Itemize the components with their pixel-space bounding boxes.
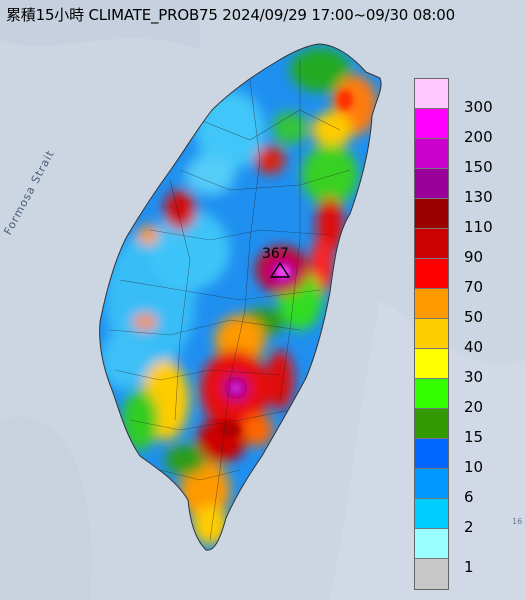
peak-value-label: 367 (262, 246, 289, 262)
legend-label: 150 (464, 158, 493, 176)
legend-swatch (415, 319, 448, 349)
legend-swatch (415, 259, 448, 289)
legend-label: 200 (464, 128, 493, 146)
legend-swatch (415, 229, 448, 259)
legend-swatch (415, 409, 448, 439)
legend-label: 2 (464, 518, 474, 536)
legend-swatch (415, 289, 448, 319)
map-title: 累積15小時 CLIMATE_PROB75 2024/09/29 17:00~0… (6, 6, 455, 24)
legend-swatch (415, 379, 448, 409)
island-outline (99, 43, 382, 551)
legend-swatch (415, 499, 448, 529)
legend-swatch (415, 349, 448, 379)
legend-label: 40 (464, 338, 484, 356)
legend-label: 6 (464, 488, 474, 506)
legend-label: 10 (464, 458, 484, 476)
legend-label: 30 (464, 368, 484, 386)
legend-swatch (415, 439, 448, 469)
legend-label: 20 (464, 398, 484, 416)
legend-swatch (415, 559, 448, 589)
legend-swatch (415, 469, 448, 499)
legend-swatch (415, 169, 448, 199)
legend-label: 300 (464, 98, 493, 116)
legend-label: 50 (464, 308, 484, 326)
legend-label: 15 (464, 428, 484, 446)
legend-swatch (415, 139, 448, 169)
legend-label: 110 (464, 218, 493, 236)
legend-label: 130 (464, 188, 493, 206)
boundary-lines (109, 60, 351, 541)
triangle-icon (270, 262, 290, 278)
legend-swatch (415, 109, 448, 139)
legend-label: 70 (464, 278, 484, 296)
legend-swatch (415, 79, 448, 109)
color-legend (414, 78, 449, 590)
legend-swatch (415, 529, 448, 559)
legend-label: 1 (464, 558, 474, 576)
legend-swatch (415, 199, 448, 229)
corner-mark: 16 (512, 517, 523, 526)
legend-label: 90 (464, 248, 484, 266)
island-rainfall-field (99, 44, 382, 551)
